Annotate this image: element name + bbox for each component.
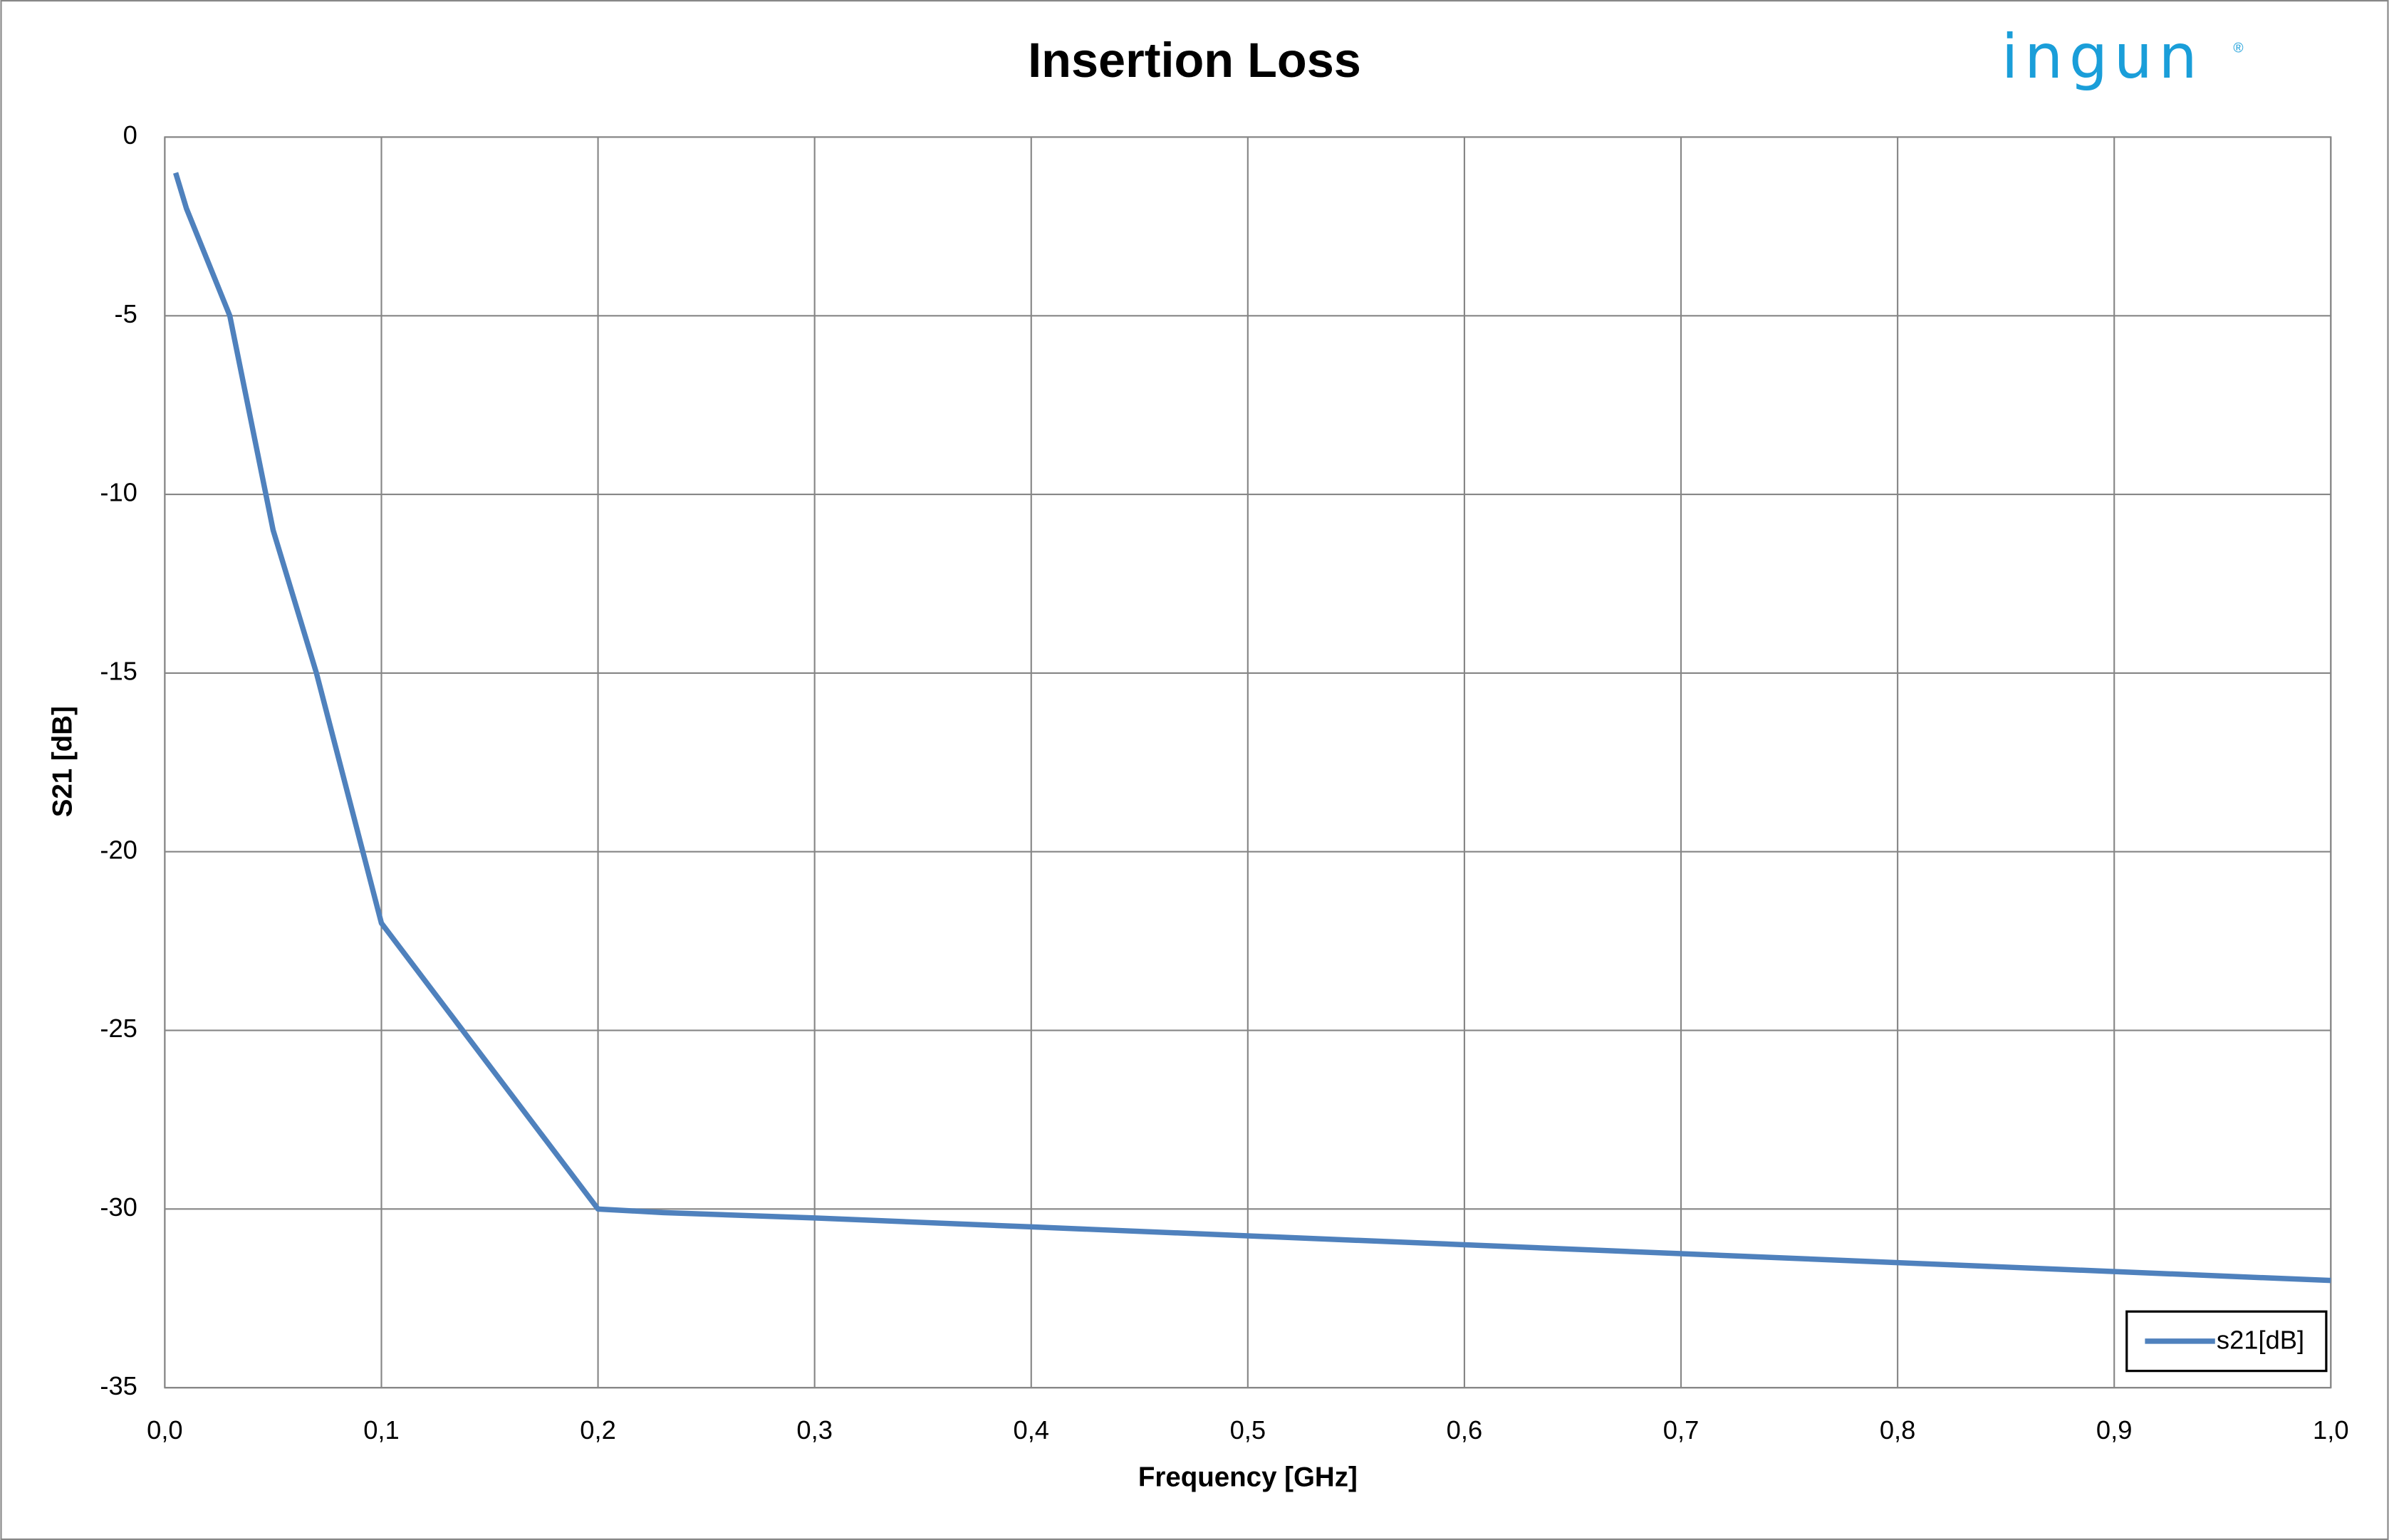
x-tick-label: 0,6 [1447, 1415, 1483, 1445]
y-tick-label: -30 [100, 1192, 137, 1222]
y-tick-label: -15 [100, 657, 137, 686]
plot-border [164, 136, 2332, 1389]
y-tick-label: -5 [115, 299, 137, 328]
y-tick-label: -25 [100, 1014, 137, 1043]
x-tick-label: 0,5 [1230, 1415, 1266, 1445]
x-tick-label: 0,0 [147, 1415, 183, 1445]
x-tick-label: 1,0 [2313, 1415, 2349, 1445]
logo: ingun [2002, 22, 2203, 93]
y-tick-label: -35 [100, 1371, 137, 1400]
data-line [173, 172, 2331, 1284]
chart-title: Insertion Loss [1028, 33, 1361, 88]
x-tick-label: 0,8 [1880, 1415, 1916, 1445]
x-axis-label: Frequency [GHz] [1138, 1462, 1358, 1493]
x-tick-label: 0,3 [796, 1415, 833, 1445]
y-tick-label: -10 [100, 478, 137, 507]
y-tick-label: -20 [100, 835, 137, 864]
x-tick-label: 0,9 [2096, 1415, 2133, 1445]
x-tick-label: 0,1 [363, 1415, 400, 1445]
y-tick-label: 0 [123, 120, 137, 150]
x-tick-label: 0,2 [580, 1415, 616, 1445]
y-axis-label: S21 [dB] [47, 706, 78, 817]
x-tick-label: 0,7 [1663, 1415, 1700, 1445]
x-tick-label: 0,4 [1013, 1415, 1049, 1445]
legend-label: s21[dB] [2217, 1326, 2304, 1355]
logo-mark: ® [2233, 41, 2243, 56]
